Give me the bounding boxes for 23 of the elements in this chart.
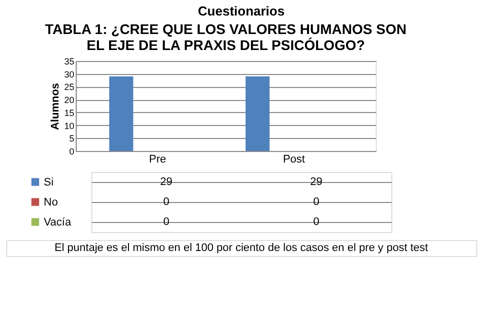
y-tick-label: 0 xyxy=(69,146,74,156)
y-tick-label: 5 xyxy=(69,134,74,144)
y-tick-label: 35 xyxy=(64,56,74,66)
legend-label: Si xyxy=(44,176,54,188)
data-label: 29 xyxy=(160,176,172,188)
chart-subtitle: TABLA 1: ¿CREE QUE LOS VALORES HUMANOS SON EL EJE DE LA PRAXIS DEL PSICÓLOGO? xyxy=(45,21,406,53)
legend-label: Vacía xyxy=(44,216,72,228)
data-label: 0 xyxy=(313,216,320,228)
y-tick-label: 30 xyxy=(64,69,74,80)
y-tick-label: 25 xyxy=(64,82,74,92)
x-tick-label: Pre xyxy=(149,154,166,166)
text: El puntaje es el mismo en el 100 por ciento de los casos en el pre y post test xyxy=(54,242,428,254)
chart-title: Cuestionarios xyxy=(198,4,285,18)
data-label: 0 xyxy=(313,196,320,208)
legend-label: No xyxy=(44,196,58,208)
y-tick-label: 15 xyxy=(64,108,74,118)
y-tick-label: 10 xyxy=(64,120,74,131)
x-tick-label: Post xyxy=(282,154,305,166)
data-label: 0 xyxy=(163,216,170,228)
data-label: 0 xyxy=(163,196,170,208)
y-tick-label: 20 xyxy=(64,95,74,106)
y-axis-title: Alumnos xyxy=(49,82,62,130)
data-label: 29 xyxy=(310,176,322,188)
